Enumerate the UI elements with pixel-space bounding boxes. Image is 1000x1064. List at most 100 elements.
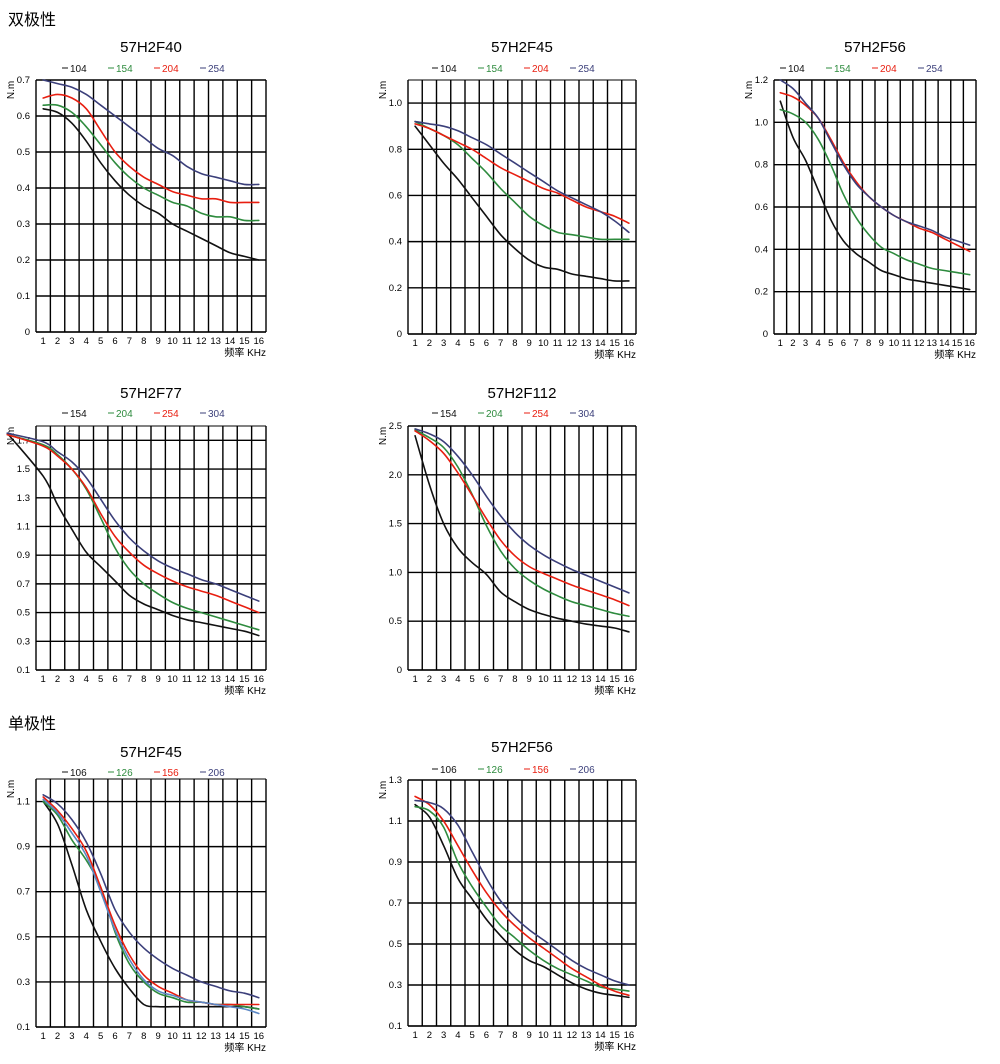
x-tick-label: 8 xyxy=(512,674,517,685)
x-tick-label: 14 xyxy=(939,338,950,349)
y-tick-label: 0.2 xyxy=(389,283,402,294)
y-axis-label: N.m xyxy=(744,81,755,99)
x-tick-label: 13 xyxy=(210,674,221,685)
x-tick-label: 3 xyxy=(69,336,74,347)
chart-title: 57H2F45 xyxy=(491,39,553,56)
x-tick-label: 10 xyxy=(538,674,549,685)
series-line-204 xyxy=(414,123,630,224)
x-tick-label: 11 xyxy=(182,1031,192,1042)
legend-label: 156 xyxy=(162,768,179,779)
y-tick-label: 0.9 xyxy=(389,857,402,868)
y-tick-label: 0.8 xyxy=(755,160,768,171)
x-tick-label: 15 xyxy=(952,338,963,349)
y-tick-label: 1.5 xyxy=(17,464,30,475)
chart-57h2f40-bipolar: 57H2F40 104 154 204 254 0 0.1 0.2 0.3 0.4 0.5 0.6 0.… xyxy=(0,32,290,362)
series-line-104 xyxy=(414,125,630,282)
y-tick-label: 0.1 xyxy=(17,291,30,302)
x-tick-label: 16 xyxy=(964,338,975,349)
y-tick-label: 0.5 xyxy=(17,608,30,619)
x-tick-label: 14 xyxy=(225,336,236,347)
y-tick-label: 1.3 xyxy=(17,493,30,504)
x-tick-label: 12 xyxy=(196,1031,207,1042)
x-axis-label: 频率 KHz xyxy=(594,1040,636,1053)
x-tick-label: 5 xyxy=(469,338,474,349)
legend-entry: 156 xyxy=(154,768,179,779)
x-tick-label: 2 xyxy=(55,1031,60,1042)
x-tick-label: 6 xyxy=(484,338,489,349)
y-axis-label: N.m xyxy=(6,780,17,798)
x-tick-label: 11 xyxy=(902,338,912,349)
series-line-254 xyxy=(6,433,260,614)
chart-title: 57H2F45 xyxy=(120,744,182,761)
x-tick-label: 16 xyxy=(254,674,265,685)
legend-label: 106 xyxy=(70,768,87,779)
legend-label: 254 xyxy=(208,64,225,75)
x-tick-label: 4 xyxy=(455,338,460,349)
y-tick-label: 0.6 xyxy=(389,190,402,201)
y-tick-label: 0.9 xyxy=(17,550,30,561)
x-tick-label: 1 xyxy=(412,674,417,685)
x-tick-label: 16 xyxy=(624,674,635,685)
legend-label: 304 xyxy=(208,409,225,420)
legend-label: 126 xyxy=(116,768,133,779)
x-tick-label: 7 xyxy=(498,1030,503,1041)
x-tick-label: 13 xyxy=(927,338,938,349)
y-tick-label: 0.7 xyxy=(17,75,30,86)
legend-entry: 204 xyxy=(108,409,133,420)
legend-label: 104 xyxy=(70,64,87,75)
x-tick-label: 3 xyxy=(441,338,446,349)
x-tick-label: 9 xyxy=(526,674,531,685)
series-line-254 xyxy=(414,120,630,234)
y-tick-label: 1.7 xyxy=(17,435,30,446)
legend-entry: 254 xyxy=(524,409,549,420)
legend-label: 156 xyxy=(532,765,549,776)
y-tick-label: 1.2 xyxy=(755,75,768,86)
y-tick-label: 0.1 xyxy=(17,665,30,676)
x-tick-label: 11 xyxy=(553,674,563,685)
legend-entry: 104 xyxy=(62,64,87,75)
y-tick-label: 0 xyxy=(25,327,30,338)
x-tick-label: 6 xyxy=(112,336,117,347)
y-tick-label: 0.7 xyxy=(17,579,30,590)
legend-entry: 154 xyxy=(62,409,87,420)
legend-entry: 204 xyxy=(154,64,179,75)
x-tick-label: 10 xyxy=(538,1030,549,1041)
x-tick-label: 2 xyxy=(790,338,795,349)
x-tick-label: 10 xyxy=(167,674,178,685)
series-line-204 xyxy=(42,93,260,204)
x-axis-label: 频率 KHz xyxy=(224,1041,266,1054)
legend-label: 154 xyxy=(440,409,457,420)
x-tick-label: 9 xyxy=(156,336,161,347)
x-axis-label: 频率 KHz xyxy=(224,346,266,359)
legend-label: 204 xyxy=(116,409,133,420)
legend-label: 206 xyxy=(578,765,595,776)
x-tick-label: 10 xyxy=(167,336,178,347)
x-tick-label: 8 xyxy=(141,1031,146,1042)
series-line-154 xyxy=(6,432,260,637)
x-tick-label: 11 xyxy=(553,1030,563,1041)
chart-57h2f56-bipolar: 57H2F56 104 154 204 254 0 0.2 0.4 0.6 0.8 1.0 1.2 1 2… xyxy=(740,32,1000,362)
chart-title: 57H2F56 xyxy=(491,739,553,756)
x-tick-label: 4 xyxy=(455,674,460,685)
x-tick-label: 7 xyxy=(127,1031,132,1042)
x-tick-label: 8 xyxy=(866,338,871,349)
legend-entry: 154 xyxy=(478,64,503,75)
y-tick-label: 1.1 xyxy=(389,816,402,827)
y-tick-label: 0.3 xyxy=(17,977,30,988)
legend-entry: 204 xyxy=(872,64,897,75)
y-tick-label: 0.5 xyxy=(17,932,30,943)
x-tick-label: 11 xyxy=(553,338,563,349)
x-tick-label: 6 xyxy=(112,1031,117,1042)
x-tick-label: 12 xyxy=(567,338,578,349)
legend-entry: 126 xyxy=(478,765,503,776)
x-tick-label: 1 xyxy=(412,338,417,349)
x-tick-label: 15 xyxy=(239,674,250,685)
y-tick-label: 2.0 xyxy=(389,470,402,481)
series-line-206 xyxy=(42,794,260,999)
x-tick-label: 1 xyxy=(41,674,46,685)
legend-entry: 104 xyxy=(780,64,805,75)
